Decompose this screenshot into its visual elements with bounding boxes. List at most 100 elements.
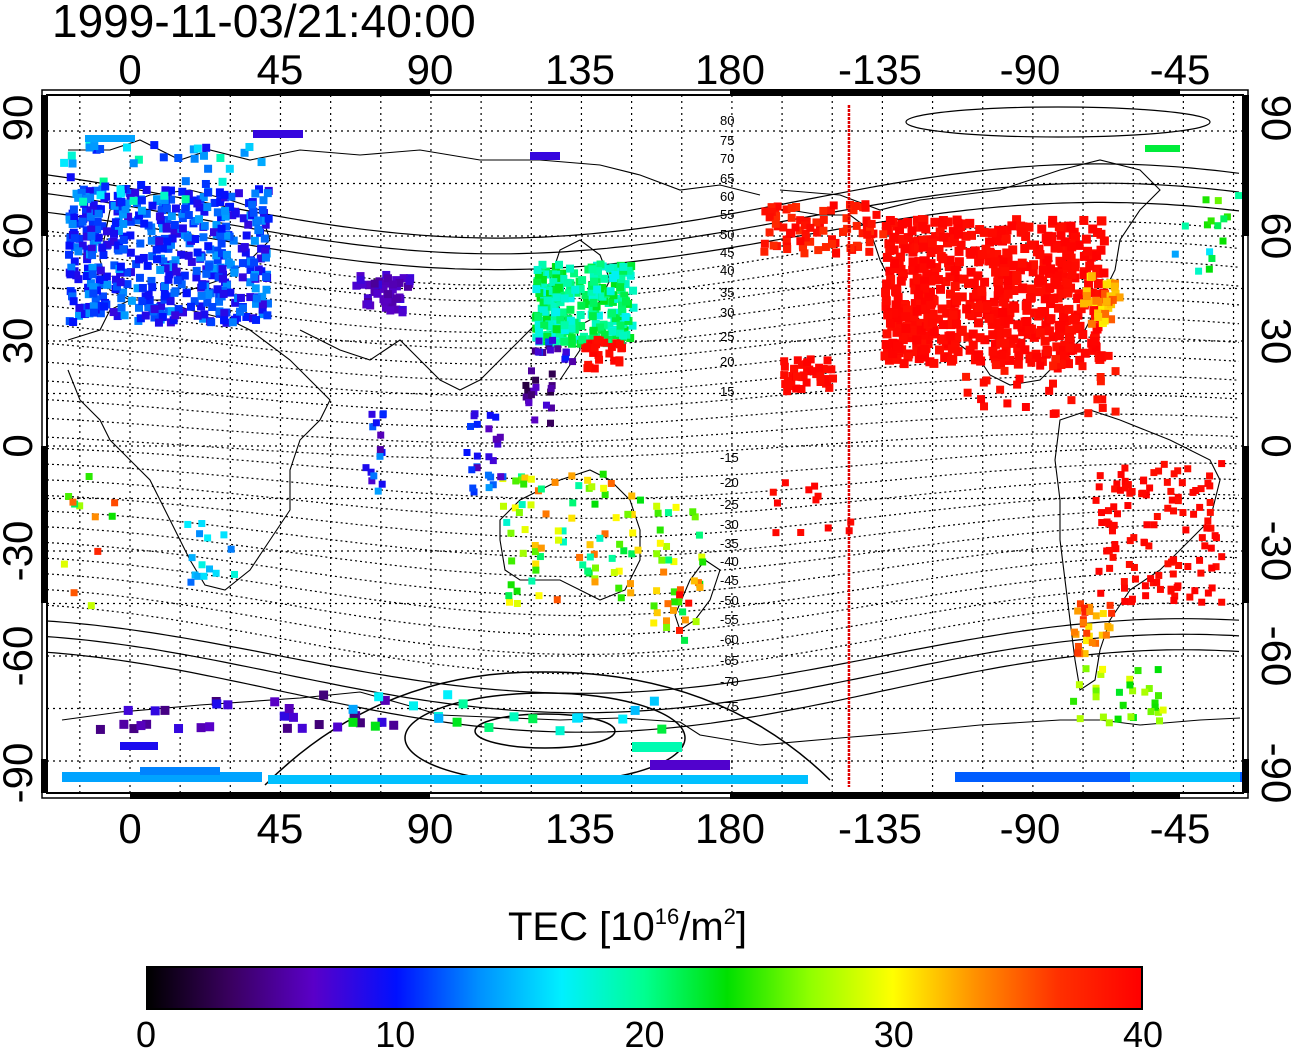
tec-cell: [395, 278, 404, 287]
tec-cell: [1151, 703, 1159, 711]
tec-cell: [96, 266, 105, 275]
magnetic-contour: [46, 649, 1240, 733]
tec-cell: [212, 699, 222, 709]
tec-cell: [368, 477, 376, 485]
tec-cell: [607, 342, 616, 351]
tec-cell: [993, 285, 1003, 295]
tec-cell: [199, 151, 208, 160]
tec-cell: [1092, 267, 1102, 277]
tec-cell: [1084, 409, 1093, 418]
tec-cell: [148, 283, 157, 292]
tec-cell: [1074, 649, 1082, 657]
tec-cell: [587, 287, 596, 296]
tec-cell: [1015, 374, 1024, 383]
tec-cell: [947, 318, 957, 328]
tec-cell: [578, 335, 587, 344]
tec-cell: [863, 230, 872, 239]
tec-cell: [968, 329, 978, 339]
tec-cell: [147, 236, 156, 245]
tec-cell: [112, 275, 121, 284]
tec-cell: [378, 480, 386, 488]
tec-cell: [966, 267, 976, 277]
magnetic-latitude-label: 55: [720, 207, 734, 222]
tec-cell: [224, 258, 233, 267]
tec-cell: [187, 257, 196, 266]
tec-cell: [93, 225, 102, 234]
magnetic-latitude-label: -55: [720, 612, 739, 627]
tec-cell: [975, 333, 985, 343]
tec-cell: [1195, 267, 1203, 275]
tec-cell: [178, 187, 187, 196]
tec-cell: [1155, 571, 1163, 579]
tec-cell: [227, 545, 235, 553]
tec-cell: [380, 695, 390, 705]
tec-cell: [886, 274, 896, 284]
tec-cell: [370, 279, 379, 288]
tec-cell: [1050, 277, 1060, 287]
tec-cell: [952, 319, 962, 329]
tec-cell: [150, 313, 159, 322]
tec-cell: [790, 366, 799, 375]
tec-cell: [616, 283, 625, 292]
tec-cell: [268, 775, 808, 784]
left-lat-tick: 90: [0, 95, 41, 142]
tec-cell: [117, 303, 126, 312]
tec-cell: [1026, 240, 1036, 250]
tec-cell: [1184, 563, 1192, 571]
tec-cell: [1026, 284, 1036, 294]
tec-cell: [1121, 597, 1129, 605]
tec-cell: [77, 188, 86, 197]
coastline: [674, 559, 721, 631]
tec-cell: [198, 561, 206, 569]
edge-bar: [130, 793, 430, 799]
timestamp: 1999-11-03/21:40:00: [52, 0, 476, 47]
tec-cell: [987, 319, 997, 329]
tec-cell: [796, 216, 805, 225]
tec-cell: [971, 289, 981, 299]
tec-cell: [1190, 510, 1198, 518]
tec-cell: [208, 303, 217, 312]
tec-cell: [214, 273, 223, 282]
tec-cell: [1140, 538, 1148, 546]
tec-cell: [65, 250, 74, 259]
tec-cell: [849, 206, 858, 215]
tec-cell: [591, 500, 599, 508]
tec-cell: [606, 287, 615, 296]
tec-cell: [901, 312, 911, 322]
tec-cell: [134, 155, 143, 164]
tec-cell: [928, 309, 938, 319]
tec-data-cells: [60, 130, 1245, 784]
tec-cell: [1207, 217, 1215, 225]
tec-cell: [946, 331, 956, 341]
tec-cell: [699, 558, 707, 566]
coastline: [1054, 409, 1221, 691]
tec-cell: [1156, 585, 1164, 593]
tec-cell: [1022, 316, 1032, 326]
tec-cell: [1042, 255, 1052, 265]
magnetic-latitude-label: 70: [720, 151, 734, 166]
tec-cell: [85, 187, 94, 196]
tec-cell: [560, 321, 569, 330]
tec-cell: [511, 504, 519, 512]
tec-cell: [91, 513, 99, 521]
tec-cell: [695, 531, 703, 539]
tec-cell: [1045, 386, 1054, 395]
tec-cell: [1038, 265, 1048, 275]
tec-cell: [973, 308, 983, 318]
tec-cell: [89, 289, 98, 298]
tec-cell: [787, 213, 796, 222]
tec-cell: [251, 189, 260, 198]
tec-cell: [608, 554, 616, 562]
tec-cell: [319, 690, 329, 700]
tec-cell: [576, 553, 584, 561]
tec-cell: [649, 696, 659, 706]
tec-cell: [82, 232, 91, 241]
tec-cell: [1099, 665, 1107, 673]
tec-cell: [368, 410, 376, 418]
tec-cell: [1203, 524, 1211, 532]
tec-cell: [223, 700, 233, 710]
tec-cell: [1178, 479, 1186, 487]
tec-cell: [931, 232, 941, 242]
tec-cell: [239, 214, 248, 223]
tec-cell: [865, 238, 874, 247]
